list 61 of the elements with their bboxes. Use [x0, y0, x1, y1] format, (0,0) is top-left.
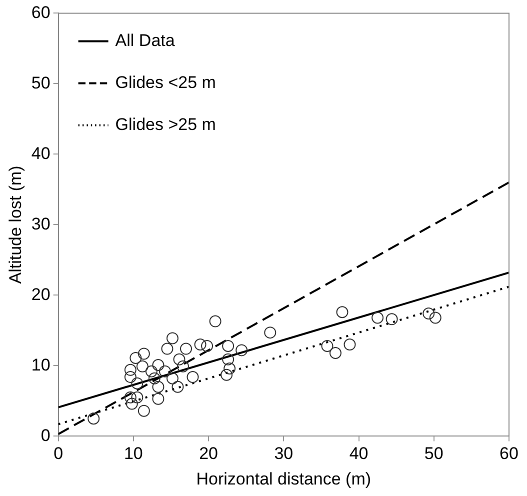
x-tick-label: 60 — [500, 444, 518, 464]
y-tick-label: 40 — [31, 144, 50, 163]
legend-label: Glides >25 m — [115, 114, 216, 134]
point — [148, 372, 160, 384]
point — [124, 391, 136, 404]
point — [166, 372, 178, 384]
point — [158, 365, 171, 378]
point — [201, 340, 214, 352]
y-tick-label: 60 — [31, 2, 50, 22]
point — [152, 392, 164, 405]
point — [236, 344, 248, 356]
x-tick-label: 10 — [124, 444, 143, 464]
point — [336, 306, 348, 318]
point — [152, 380, 164, 393]
point — [220, 368, 233, 381]
legend-label: Glides <25 m — [115, 72, 216, 92]
point — [152, 358, 164, 371]
point — [209, 315, 222, 328]
point — [429, 312, 442, 324]
point — [422, 308, 435, 320]
point — [161, 342, 174, 355]
point — [138, 348, 150, 360]
point — [136, 360, 148, 372]
point — [264, 326, 276, 339]
y-tick-label: 0 — [40, 426, 50, 445]
y-tick-label: 50 — [31, 73, 50, 92]
x-tick-label: 0 — [54, 444, 64, 464]
point — [126, 398, 138, 410]
point — [172, 380, 184, 393]
point — [124, 364, 136, 376]
point — [329, 347, 342, 360]
y-tick-label: 10 — [31, 355, 50, 374]
y-tick-label: 30 — [31, 214, 50, 234]
point — [222, 340, 234, 352]
point — [222, 353, 234, 366]
point — [138, 404, 150, 417]
point — [224, 362, 236, 375]
y-tick-label: 20 — [31, 284, 50, 304]
x-tick-label: 40 — [349, 444, 368, 464]
x-tick-label: 30 — [274, 444, 294, 464]
point — [130, 352, 142, 364]
point — [386, 313, 398, 326]
point — [173, 353, 186, 366]
x-tick-label: 50 — [424, 444, 444, 464]
y-axis-title: Altitude lost (m) — [6, 166, 25, 284]
x-tick-label: 20 — [199, 444, 218, 464]
point — [177, 360, 189, 372]
x-axis-title: Horizontal distance (m) — [196, 469, 372, 488]
point — [145, 365, 158, 378]
point — [344, 338, 356, 351]
point — [166, 332, 178, 344]
point — [186, 370, 199, 383]
point — [124, 370, 136, 383]
point — [372, 312, 384, 324]
point — [131, 377, 144, 390]
point — [180, 342, 192, 355]
point — [194, 338, 206, 351]
point — [321, 340, 334, 352]
point — [131, 391, 144, 404]
point — [88, 412, 100, 425]
legend-label: All Data — [115, 30, 176, 50]
